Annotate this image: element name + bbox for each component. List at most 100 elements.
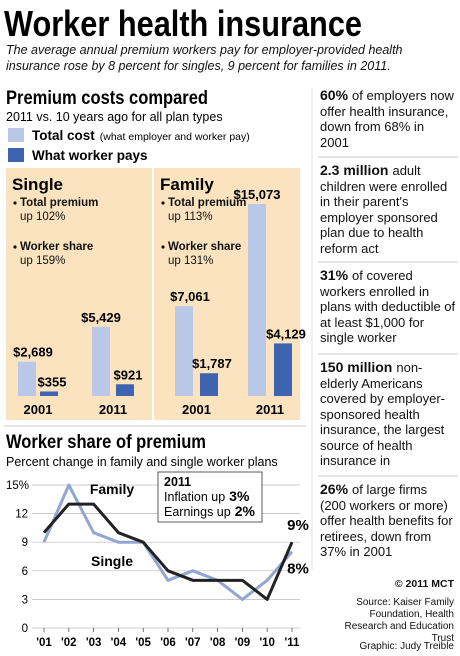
value-label: $5,429 <box>81 310 121 325</box>
x-tick-label: '02 <box>61 637 77 649</box>
note-label: Total premium <box>20 197 99 209</box>
note-text: up 113% <box>168 211 213 223</box>
annotation-title: 2011 <box>164 475 191 489</box>
x-tick-label: '05 <box>135 637 151 649</box>
y-tick-label: 15% <box>6 480 29 492</box>
series-line <box>42 483 294 601</box>
note-text: up 159% <box>20 255 66 267</box>
fact: 31% of covered workers enrolled in plans … <box>320 267 456 346</box>
fact: 2.3 million adult children were enrolled … <box>320 162 456 256</box>
graphic-credit: Graphic: Judy Treible <box>359 641 455 652</box>
x-tick-label: '08 <box>210 637 226 649</box>
bar <box>18 361 36 396</box>
fact: 60% of employers now offer health insuran… <box>320 87 456 150</box>
value-label: $921 <box>114 367 143 382</box>
legend-name: Total cost <box>32 128 95 143</box>
fact-text: of employers now offer health insurance,… <box>320 88 454 150</box>
chart-subtitle: 2011 vs. 10 years ago for all plan types <box>6 110 223 124</box>
y-tick-label: 3 <box>22 594 28 606</box>
legend-name: What worker pays <box>32 148 148 163</box>
value-label: $4,129 <box>266 326 306 341</box>
legend-label: What worker pays <box>32 148 148 163</box>
x-tick-label: '10 <box>259 637 275 649</box>
note-bullet <box>13 201 17 205</box>
x-tick-label: '03 <box>86 637 102 649</box>
panel-note: Total premium up 102% <box>20 196 102 224</box>
value-label: $15,073 <box>234 187 281 202</box>
panel-title: Family <box>160 175 214 194</box>
x-tick-label: 2011 <box>99 402 127 417</box>
bar <box>92 326 110 396</box>
fact-highlight: 2.3 million <box>320 162 389 178</box>
bar <box>40 391 58 396</box>
annotation-text: Earnings up <box>164 505 231 519</box>
legend-label: Total cost (what employer and worker pay) <box>32 128 250 143</box>
note-bullet <box>13 245 17 249</box>
fact: 26% of large firms (200 workers or more) … <box>320 481 456 560</box>
annotation-value: 2% <box>235 503 256 519</box>
annotation-box <box>157 471 263 523</box>
note-text: up 131% <box>168 255 214 267</box>
fact-text: of large firms (200 workers or more) off… <box>320 482 453 559</box>
fact-text: non-elderly Americans covered by employe… <box>320 360 445 468</box>
x-tick-label: '04 <box>111 637 127 649</box>
fact: 150 million non-elderly Americans covered… <box>320 359 456 469</box>
note-label: Total premium <box>168 197 247 209</box>
panel-note: Worker share up 159% <box>20 240 102 268</box>
fact-highlight: 26% <box>320 481 349 497</box>
x-tick-label: 2001 <box>24 402 53 417</box>
fact-text: of covered workers enrolled in plans wit… <box>320 268 456 345</box>
value-label: $355 <box>38 374 67 389</box>
chart-subtitle: Percent change in family and single work… <box>6 455 278 469</box>
value-label: 8% <box>287 561 309 578</box>
annotation-line: Earnings up 2% <box>164 503 256 519</box>
panel-title: Single <box>12 175 63 194</box>
bar <box>175 306 193 396</box>
series-label: Family <box>90 481 135 497</box>
chart-title: Worker share of premium <box>6 432 206 453</box>
x-tick-label: 2001 <box>182 402 211 417</box>
annotation-value: 3% <box>229 488 250 504</box>
fact-highlight: 150 million <box>320 359 393 375</box>
legend-swatch <box>8 128 24 142</box>
x-tick-label: 2011 <box>256 402 284 417</box>
y-tick-label: 12 <box>15 509 28 521</box>
x-tick-label: '09 <box>235 637 251 649</box>
fact-highlight: 60% <box>320 87 349 103</box>
subtitle: The average annual premium workers pay f… <box>6 43 403 73</box>
fact-text: adult children were enrolled in their pa… <box>320 163 448 256</box>
credit: © 2011 MCT <box>394 578 454 590</box>
y-tick-label: 9 <box>22 537 28 549</box>
value-label: $2,689 <box>13 345 53 360</box>
note-label: Worker share <box>20 241 94 253</box>
panel-note: Worker share up 131% <box>168 240 250 268</box>
x-tick-label: '11 <box>285 637 300 649</box>
x-tick-label: '07 <box>185 637 201 649</box>
note-bullet <box>161 245 165 249</box>
bar <box>116 384 134 396</box>
value-label: $7,061 <box>170 289 210 304</box>
panel-note: Total premium up 113% <box>168 196 250 224</box>
y-tick-label: 0 <box>22 623 28 635</box>
chart-title: Premium costs compared <box>6 88 208 109</box>
x-tick-label: '01 <box>36 637 52 649</box>
annotation-text: Inflation up <box>164 490 225 504</box>
title: Worker health insurance <box>4 3 362 44</box>
y-tick-label: 6 <box>22 566 28 578</box>
series-line <box>42 502 294 601</box>
value-label: $1,787 <box>192 356 232 371</box>
legend-swatch <box>8 148 24 162</box>
legend-note: (what employer and worker pay) <box>100 131 250 143</box>
x-tick-label: '06 <box>160 637 176 649</box>
fact-highlight: 31% <box>320 267 349 283</box>
series-label: Single <box>91 553 133 569</box>
value-label: 9% <box>287 517 309 534</box>
bar <box>200 373 218 396</box>
source: Source: Kaiser Family Foundation, Health… <box>344 597 454 644</box>
note-label: Worker share <box>168 241 242 253</box>
bar <box>274 343 292 396</box>
bar <box>248 204 266 396</box>
note-bullet <box>161 201 165 205</box>
